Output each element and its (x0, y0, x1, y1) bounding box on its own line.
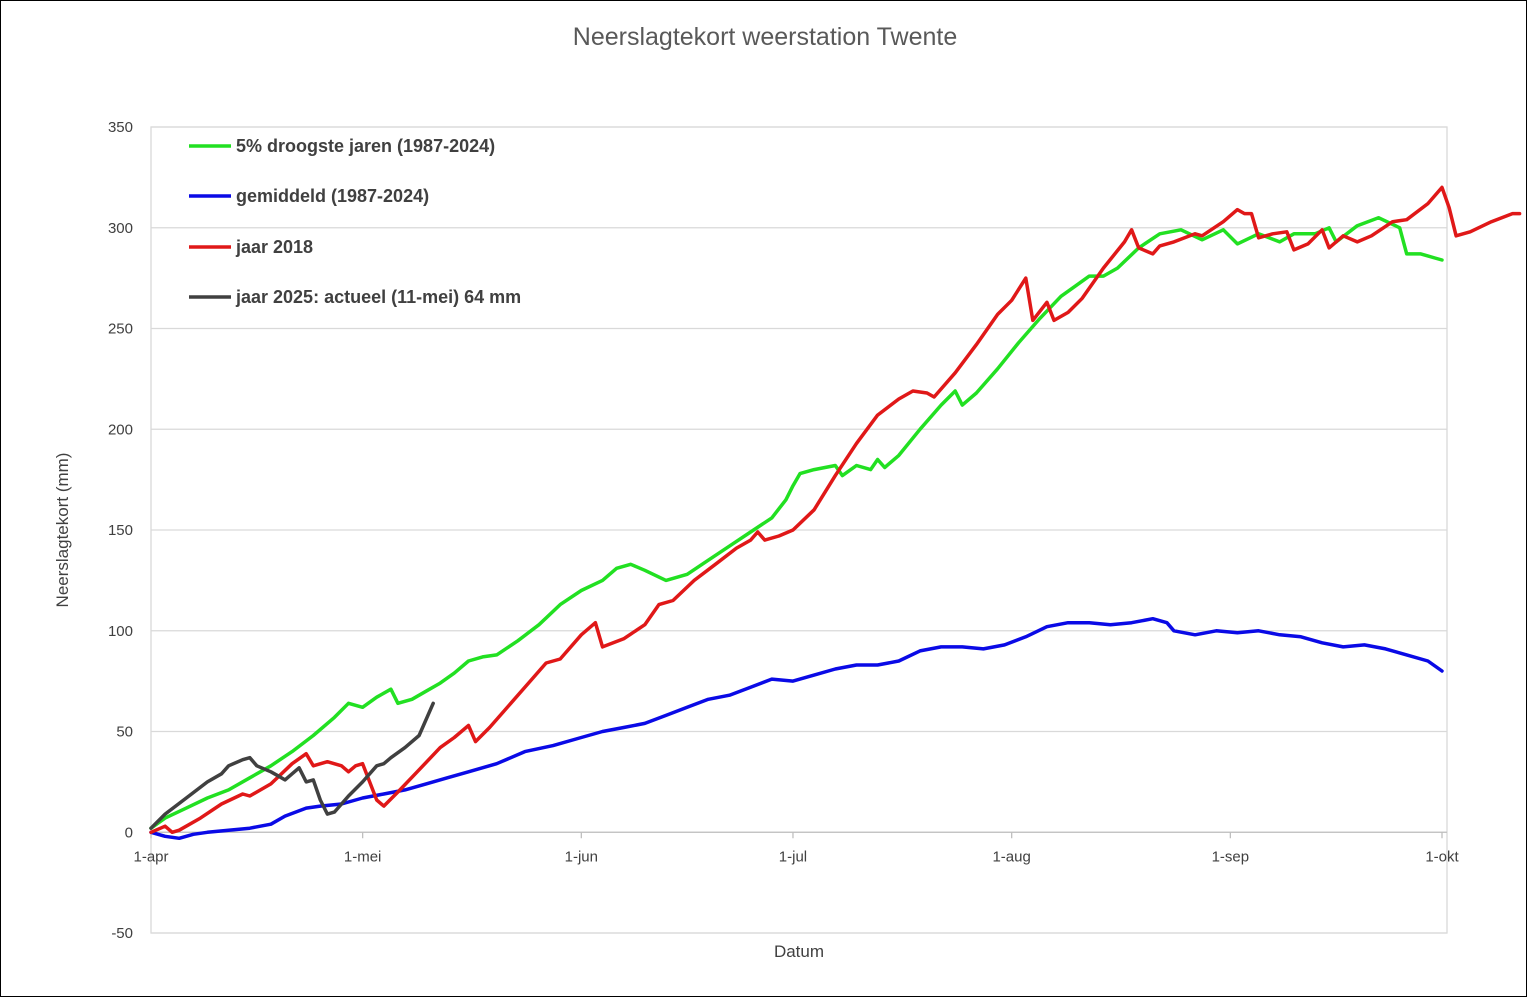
series-line-2018 (149, 185, 1522, 835)
x-tick-label: 1-okt (1425, 848, 1459, 865)
legend-label-blue: gemiddeld (1987-2024) (236, 186, 429, 206)
legend-label-green: 5% droogste jaren (1987-2024) (236, 136, 495, 156)
y-tick-label: 200 (108, 421, 133, 438)
x-tick-label: 1-aug (992, 848, 1030, 865)
y-axis-title: Neerslagtekort (mm) (53, 453, 72, 608)
y-axis-ticks: -50 0 50 100 150 200 250 300 350 (108, 119, 133, 942)
x-tick-label: 1-apr (133, 848, 168, 865)
legend-label-red: jaar 2018 (235, 237, 313, 257)
legend-item-green: 5% droogste jaren (1987-2024) (189, 136, 495, 156)
series-line-gemiddeld (149, 616, 1444, 841)
x-axis-title: Datum (774, 942, 824, 961)
y-tick-label: 50 (116, 724, 133, 741)
gridlines (151, 126, 1447, 934)
x-tick-label: 1-mei (344, 848, 382, 865)
y-tick-label: 0 (125, 824, 133, 841)
series-line-droogste-jaren (149, 215, 1444, 830)
y-tick-label: 350 (108, 119, 133, 136)
x-tick-label: 1-jul (779, 848, 807, 865)
y-tick-label: -50 (111, 925, 133, 942)
y-tick-label: 100 (108, 623, 133, 640)
y-tick-label: 150 (108, 522, 133, 539)
legend-item-red: jaar 2018 (189, 237, 313, 257)
legend: 5% droogste jaren (1987-2024) gemiddeld … (189, 136, 521, 307)
series-line-2025 (149, 701, 435, 830)
x-tick-label: 1-jun (565, 848, 598, 865)
x-axis: 1-apr 1-mei 1-jun 1-jul 1-aug 1-sep 1-okt (133, 831, 1460, 865)
legend-item-gray: jaar 2025: actueel (11-mei) 64 mm (189, 287, 521, 307)
y-tick-label: 300 (108, 220, 133, 237)
x-tick-label: 1-sep (1212, 848, 1250, 865)
legend-item-blue: gemiddeld (1987-2024) (189, 186, 429, 206)
y-tick-label: 250 (108, 321, 133, 338)
series-lines (149, 185, 1522, 841)
legend-label-gray: jaar 2025: actueel (11-mei) 64 mm (235, 287, 521, 307)
chart-title: Neerslagtekort weerstation Twente (573, 23, 957, 51)
